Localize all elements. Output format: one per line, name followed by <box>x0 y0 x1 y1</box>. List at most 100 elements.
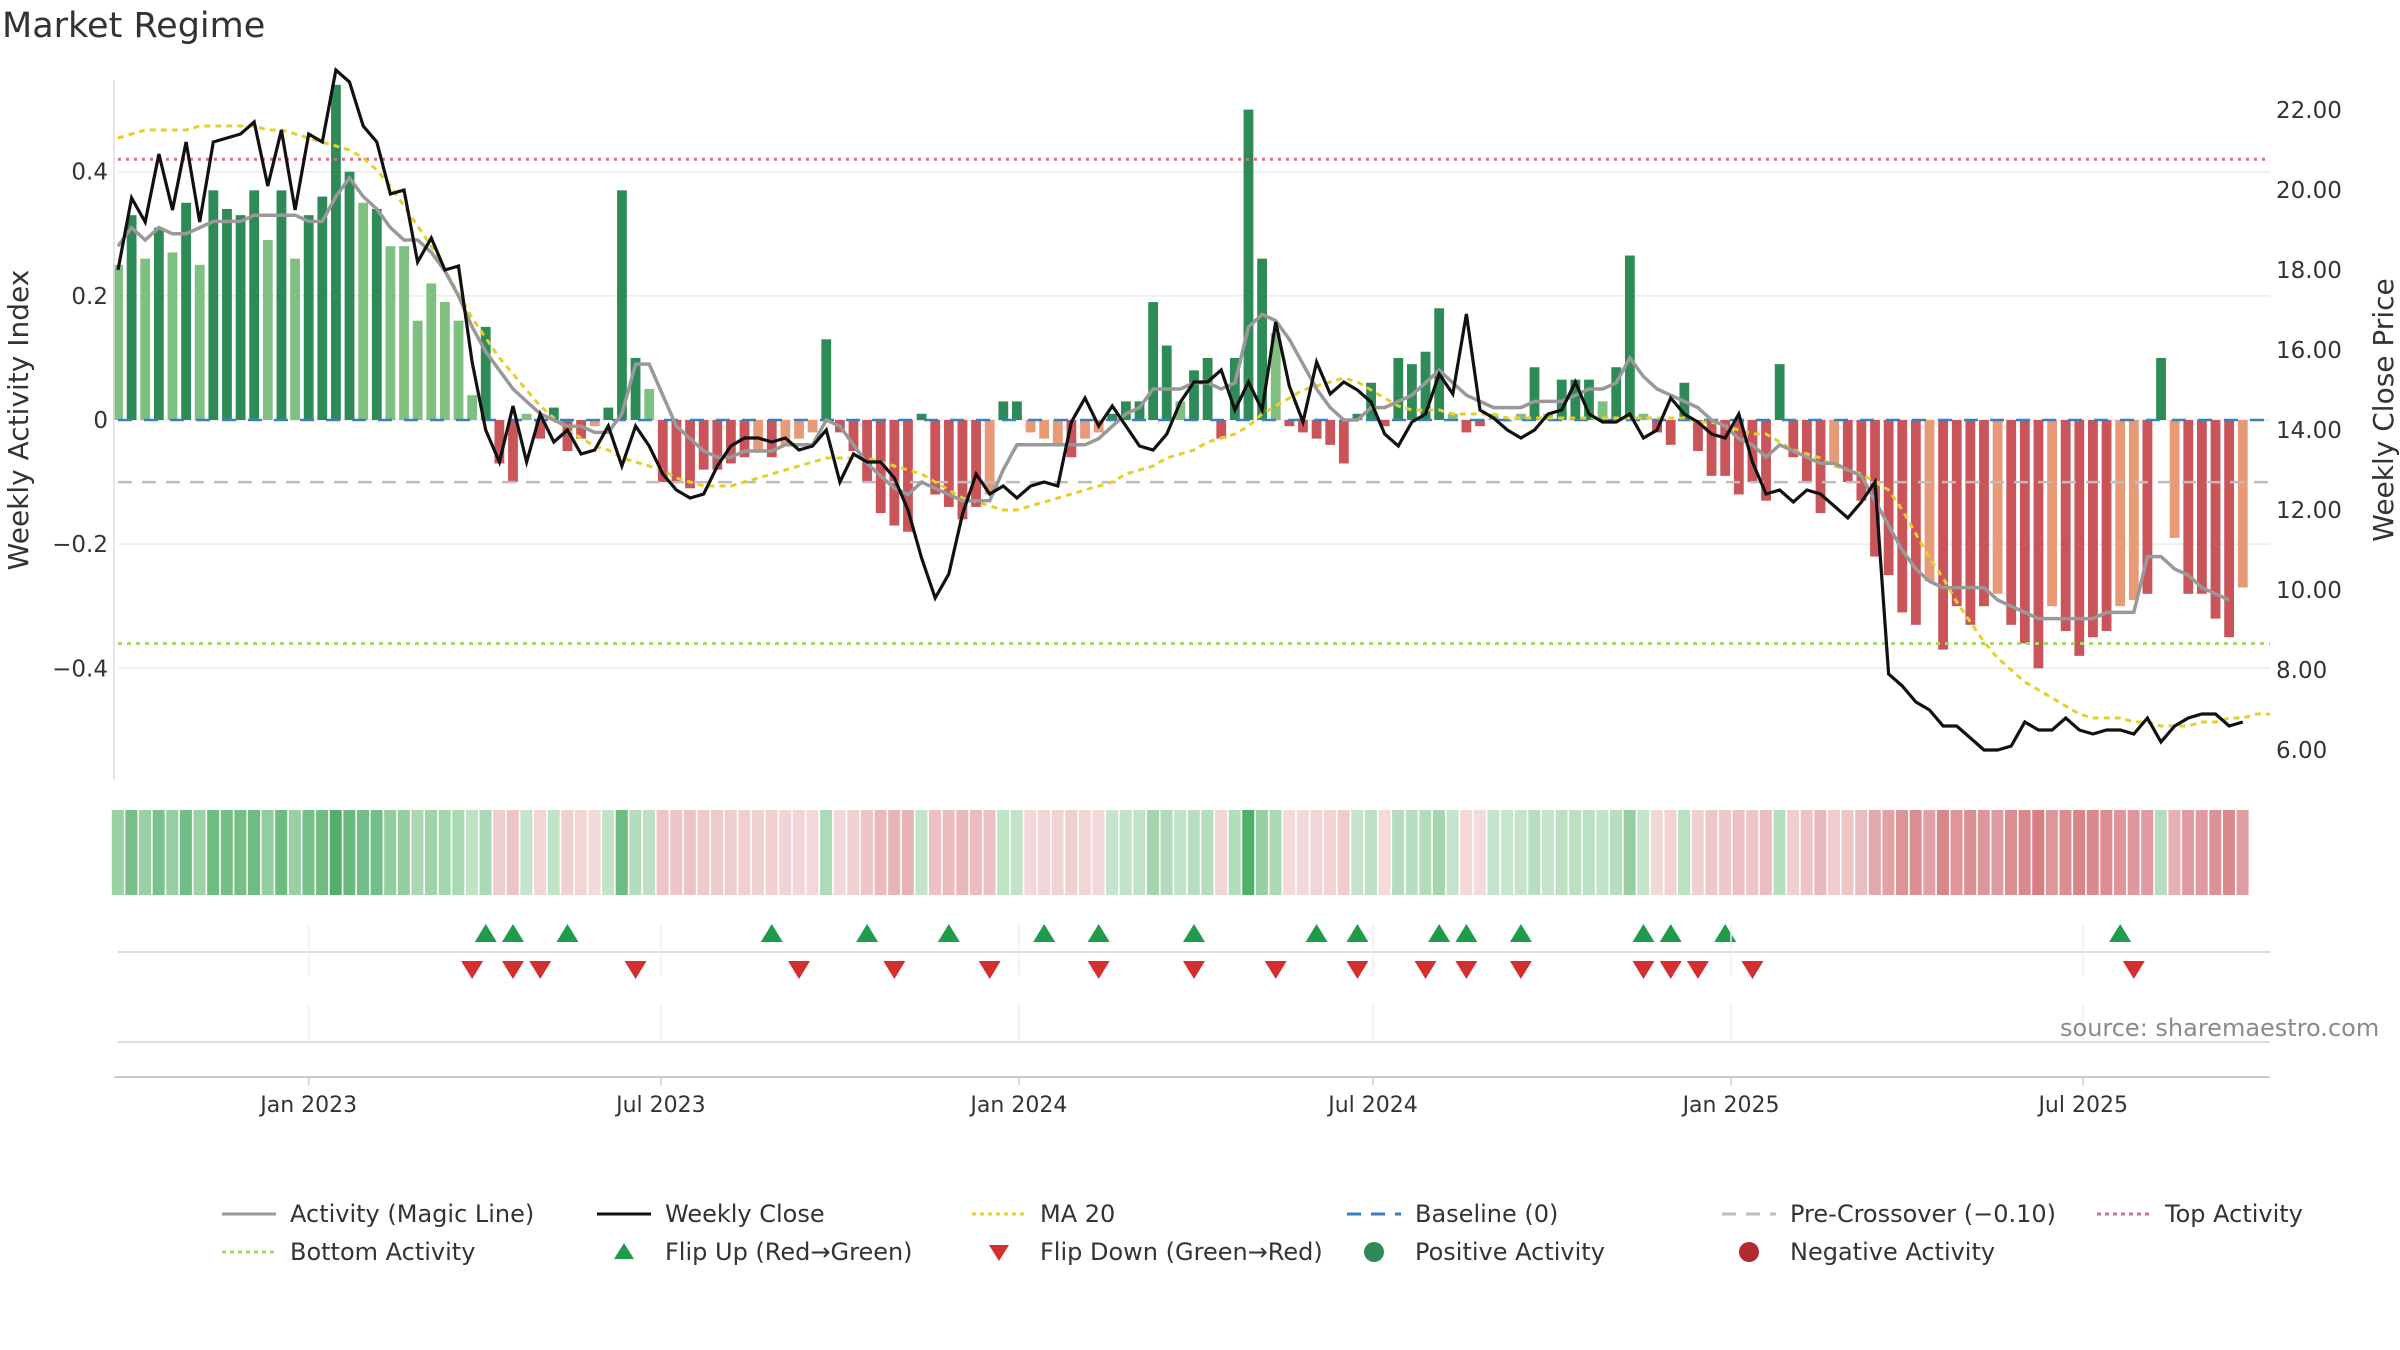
regime-cell <box>506 810 519 895</box>
regime-cell <box>139 810 152 895</box>
activity-bar <box>317 196 328 420</box>
regime-cell <box>1691 810 1704 895</box>
flip-down-marker <box>529 961 552 979</box>
regime-cell <box>1855 810 1868 895</box>
regime-cell <box>1882 810 1895 895</box>
ma20-line <box>117 124 2270 728</box>
regime-cell <box>2113 810 2126 895</box>
regime-cell <box>452 810 465 895</box>
flip-down-marker <box>1659 961 1682 979</box>
date-tick-label: Jul 2024 <box>1326 1093 1418 1118</box>
flip-up-marker <box>1428 924 1451 942</box>
regime-cell <box>642 810 655 895</box>
activity-bar <box>1829 420 1840 464</box>
regime-cell <box>1936 810 1949 895</box>
regime-cell <box>411 810 424 895</box>
activity-bar <box>1379 420 1390 427</box>
regime-cell <box>670 810 683 895</box>
legend-item: Bottom Activity <box>220 1238 475 1266</box>
regime-cell <box>356 810 369 895</box>
solid-line-icon <box>597 1212 651 1216</box>
regime-cell <box>1787 810 1800 895</box>
activity-bar <box>957 420 968 520</box>
regime-cell <box>1664 810 1677 895</box>
activity-bar <box>249 190 260 420</box>
activity-bar <box>1407 364 1417 420</box>
regime-cell <box>1650 810 1663 895</box>
activity-bar <box>2074 420 2085 656</box>
activity-bar <box>2156 357 2166 420</box>
regime-cell <box>1351 810 1364 895</box>
legend-item: Flip Down (Green→Red) <box>970 1238 1323 1266</box>
activity-bar <box>1788 420 1799 458</box>
dotted-line-icon <box>222 1250 276 1254</box>
activity-bar <box>453 320 464 420</box>
regime-cell <box>1759 810 1772 895</box>
regime-cell <box>929 810 942 895</box>
regime-cell <box>1446 810 1459 895</box>
activity-bar <box>875 420 886 514</box>
activity-bar <box>1693 420 1703 452</box>
activity-bar <box>1611 367 1622 420</box>
regime-cell <box>1119 810 1132 895</box>
flip-down-marker <box>1741 961 1764 979</box>
flip-down-marker <box>461 961 484 979</box>
activity-bar <box>903 420 913 532</box>
activity-bar <box>1134 401 1145 420</box>
series-lines <box>116 66 2270 752</box>
activity-bar <box>467 395 478 420</box>
activity-bar <box>1338 420 1349 464</box>
regime-cell <box>1718 810 1731 895</box>
activity-bar <box>548 407 559 420</box>
activity-bar <box>1529 367 1540 420</box>
regime-cell <box>220 810 233 895</box>
activity-bar <box>1447 413 1458 420</box>
regime-cell <box>111 810 124 895</box>
regime-cell <box>288 810 301 895</box>
date-axis: Jan 2023 Jul 2023 Jan 2024 Jul 2024 Jan 2025… <box>114 925 2270 1118</box>
activity-bar <box>222 208 232 420</box>
flip-down-marker <box>2122 961 2145 979</box>
activity-bar <box>1842 420 1853 483</box>
circle-icon <box>1364 1242 1384 1262</box>
activity-bar <box>290 258 300 420</box>
right-tick-label: 14.00 <box>2276 418 2342 444</box>
flip-down-marker <box>1414 961 1437 979</box>
activity-bar <box>1120 401 1131 420</box>
regime-cell <box>397 810 410 895</box>
regime-cell <box>820 810 833 895</box>
regime-cell <box>615 810 628 895</box>
left-tick-label: −0.2 <box>52 532 108 558</box>
legend-label: Positive Activity <box>1415 1238 1605 1266</box>
legend-item: Top Activity <box>2095 1200 2303 1228</box>
activity-bar <box>821 339 832 420</box>
activity-bar <box>1897 420 1908 613</box>
regime-cell <box>697 810 710 895</box>
regime-cell <box>2059 810 2072 895</box>
regime-cell <box>2182 810 2195 895</box>
activity-bar <box>508 420 518 483</box>
right-tick-label: 18.00 <box>2276 258 2342 284</box>
flip-down-marker <box>788 961 811 979</box>
flip-up-marker <box>1509 924 1532 942</box>
flip-up-marker <box>1346 924 1369 942</box>
regime-cell <box>1964 810 1977 895</box>
regime-cell <box>2236 810 2249 895</box>
activity-bar <box>358 202 369 420</box>
regime-cell <box>534 810 547 895</box>
regime-cell <box>1623 810 1636 895</box>
legend-label: Baseline (0) <box>1415 1200 1559 1228</box>
activity-bar <box>630 357 641 420</box>
regime-cell <box>956 810 969 895</box>
legend-item: Pre-Crossover (−0.10) <box>1720 1200 2056 1228</box>
activity-bar <box>1638 413 1649 420</box>
regime-cell <box>1255 810 1268 895</box>
activity-bar <box>2047 420 2057 607</box>
legend-label: Top Activity <box>2165 1200 2303 1228</box>
activity-bar <box>644 388 655 420</box>
regime-cell <box>1405 810 1418 895</box>
regime-cell <box>2032 810 2045 895</box>
regime-cell <box>1896 810 1909 895</box>
regime-cell <box>1991 810 2004 895</box>
